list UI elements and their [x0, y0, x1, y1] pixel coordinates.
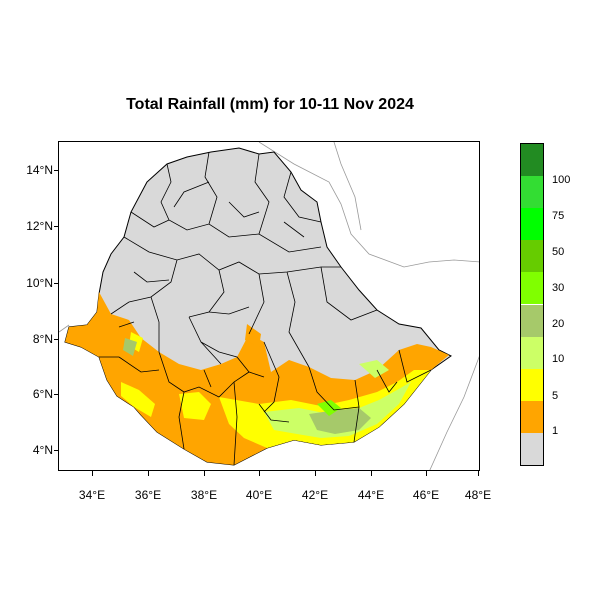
- x-tick-label-36e: 36°E: [134, 488, 162, 502]
- y-tick-label-6n: 6°N: [32, 387, 53, 401]
- legend-swatch: [521, 144, 543, 177]
- x-tick-label-44e: 44°E: [357, 488, 385, 502]
- x-tick-label-42e: 42°E: [301, 488, 329, 502]
- x-tick-label-46e: 46°E: [412, 488, 440, 502]
- y-tick-label-4n: 4°N: [32, 443, 53, 457]
- x-tick: [204, 471, 205, 476]
- map-title: Total Rainfall (mm) for 10-11 Nov 2024: [126, 96, 414, 113]
- y-tick: [54, 450, 59, 451]
- y-tick-label-10n: 10°N: [26, 276, 53, 290]
- legend-swatch: [521, 240, 543, 273]
- legend-label-1: 1: [552, 425, 559, 437]
- x-tick: [478, 471, 479, 476]
- rainfall-legend-colorbar: [520, 143, 544, 466]
- y-tick: [54, 170, 59, 171]
- ethiopian-meteorology-logo: [477, 292, 479, 332]
- y-tick: [54, 339, 59, 340]
- legend-swatch: [521, 400, 543, 433]
- legend-swatch: [521, 304, 543, 337]
- x-tick: [426, 471, 427, 476]
- rainfall-shading: [65, 292, 449, 465]
- legend-swatch: [521, 336, 543, 369]
- y-tick-label-12n: 12°N: [26, 219, 53, 233]
- neighbor-borders: [59, 142, 479, 470]
- map-canvas: [59, 142, 479, 470]
- legend-swatch: [521, 368, 543, 401]
- legend-swatch: [521, 176, 543, 209]
- y-tick: [54, 394, 59, 395]
- y-tick-label-14n: 14°N: [26, 163, 53, 177]
- x-tick: [315, 471, 316, 476]
- y-tick: [54, 226, 59, 227]
- legend-label-20: 20: [552, 318, 565, 330]
- legend-swatch: [521, 432, 543, 465]
- x-tick-label-38e: 38°E: [190, 488, 218, 502]
- y-tick-label-8n: 8°N: [32, 332, 53, 346]
- admin-borders: [99, 151, 432, 466]
- x-tick: [92, 471, 93, 476]
- legend-label-30: 30: [552, 282, 565, 294]
- legend-swatch: [521, 208, 543, 241]
- legend-label-5: 5: [552, 390, 559, 402]
- legend-label-100: 100: [552, 174, 571, 186]
- y-tick: [54, 283, 59, 284]
- legend-swatch: [521, 272, 543, 305]
- legend-label-50: 50: [552, 246, 565, 258]
- rainfall-map: [58, 141, 480, 471]
- x-tick-label-40e: 40°E: [245, 488, 273, 502]
- legend-label-10: 10: [552, 353, 565, 365]
- x-tick: [371, 471, 372, 476]
- x-tick-label-48e: 48°E: [464, 488, 492, 502]
- x-tick-label-34e: 34°E: [78, 488, 106, 502]
- legend-label-75: 75: [552, 210, 565, 222]
- x-tick: [148, 471, 149, 476]
- x-tick: [259, 471, 260, 476]
